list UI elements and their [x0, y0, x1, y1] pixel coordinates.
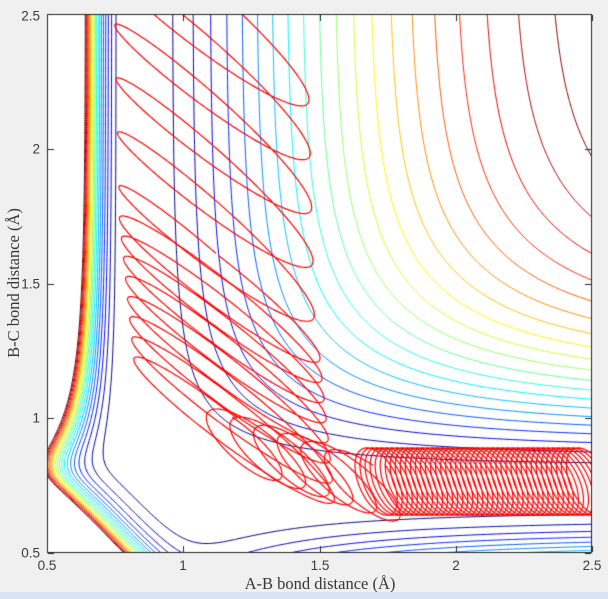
x-axis-label: A-B bond distance (Å) — [244, 574, 396, 593]
window-edge-strip — [0, 592, 608, 599]
y-tick-label: 1.5 — [21, 276, 40, 292]
x-tick-label: 1 — [179, 558, 187, 573]
x-tick-label: 1.5 — [310, 558, 330, 573]
y-axis-label: B-C bond distance (Å) — [4, 208, 23, 358]
y-tick-label: 1 — [32, 410, 40, 426]
x-tick-label: 0.5 — [37, 558, 57, 573]
y-tick-label: 2 — [32, 141, 40, 157]
x-tick-label: 2.5 — [582, 558, 602, 573]
y-tick-label: 0.5 — [21, 545, 40, 561]
x-tick-label: 2 — [452, 558, 460, 573]
y-tick-label: 2.5 — [21, 8, 40, 24]
